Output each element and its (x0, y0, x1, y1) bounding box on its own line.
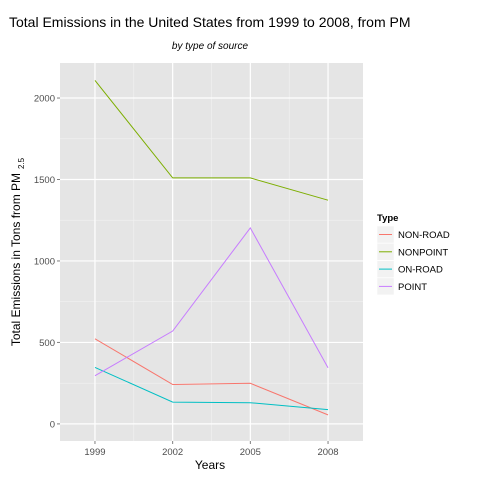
x-axis-title: Years (195, 458, 225, 472)
y-axis-title-main: Total Emissions in Tons from PM (9, 173, 23, 346)
y-axis-ticks: 0 500 1000 1500 2000 (34, 94, 60, 430)
x-axis-ticks: 1999 2002 2005 2008 (84, 441, 339, 458)
legend: Type NON-ROAD NONPOINT ON-ROAD POINT (376, 213, 450, 296)
legend-label-point: POINT (398, 282, 427, 293)
legend-label-nonpoint: NONPOINT (398, 247, 448, 258)
series-line-nonpoint (94, 80, 329, 201)
y-tick-label: 0 (50, 419, 55, 430)
y-tick-label: 1000 (34, 256, 55, 267)
x-tick-label: 2002 (162, 447, 183, 458)
legend-label-non-road: NON-ROAD (398, 230, 450, 241)
x-tick-label: 2005 (240, 447, 261, 458)
series-lines (94, 80, 329, 416)
grid-lines (60, 63, 363, 441)
series-line-on-road (94, 366, 329, 411)
y-axis-title-group: Total Emissions in Tons from PM 2.5 (9, 157, 26, 346)
y-tick-label: 500 (39, 338, 55, 349)
y-axis-title: Total Emissions in Tons from PM 2.5 (9, 157, 26, 346)
y-axis-title-subscript: 2.5 (17, 157, 26, 169)
y-tick-label: 2000 (34, 94, 55, 105)
legend-title: Type (377, 213, 398, 224)
series-line-point (94, 226, 329, 377)
x-tick-label: 1999 (84, 447, 105, 458)
chart-title: Total Emissions in the United States fro… (9, 14, 411, 30)
chart-subtitle: by type of source (172, 41, 249, 52)
y-tick-label: 1500 (34, 175, 55, 186)
series-line-non-road (94, 338, 329, 416)
legend-label-on-road: ON-ROAD (398, 265, 443, 276)
x-tick-label: 2008 (317, 447, 338, 458)
